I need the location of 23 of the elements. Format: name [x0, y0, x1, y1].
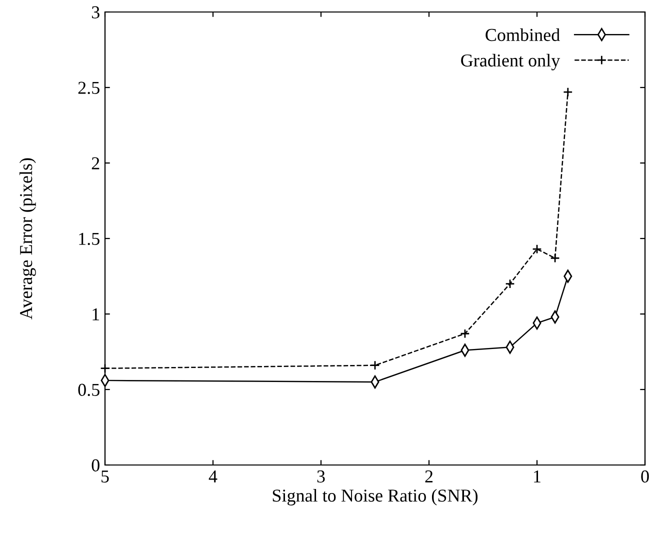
point — [532, 244, 542, 254]
y-tick-label: 0.5 — [78, 384, 100, 396]
y-tick-label: 2.5 — [78, 82, 100, 94]
legend-label: Combined — [486, 28, 560, 42]
x-axis-title: Signal to Noise Ratio (SNR) — [272, 489, 478, 506]
x-tick-label: 5 — [102, 470, 109, 483]
y-tick-label: 1.5 — [79, 232, 100, 246]
x-tick-label: 0 — [641, 470, 649, 483]
point — [505, 278, 515, 289]
x-tick-label: 1 — [534, 470, 540, 482]
x-tick-label: 2 — [425, 470, 433, 482]
point — [370, 360, 380, 370]
x-tick-label: 4 — [208, 470, 218, 482]
x-tick-label: 3 — [317, 470, 325, 483]
point — [550, 253, 560, 263]
legend-label: Gradient only — [461, 54, 560, 70]
y-tick-label: 3 — [92, 6, 100, 18]
y-axis-title: Average Error (pixels) — [19, 158, 36, 320]
y-tick-label: 2 — [92, 157, 100, 170]
point — [563, 87, 573, 97]
y-tick-label: 1 — [92, 308, 100, 320]
y-tick-label: 0 — [92, 459, 100, 472]
point — [460, 328, 470, 338]
